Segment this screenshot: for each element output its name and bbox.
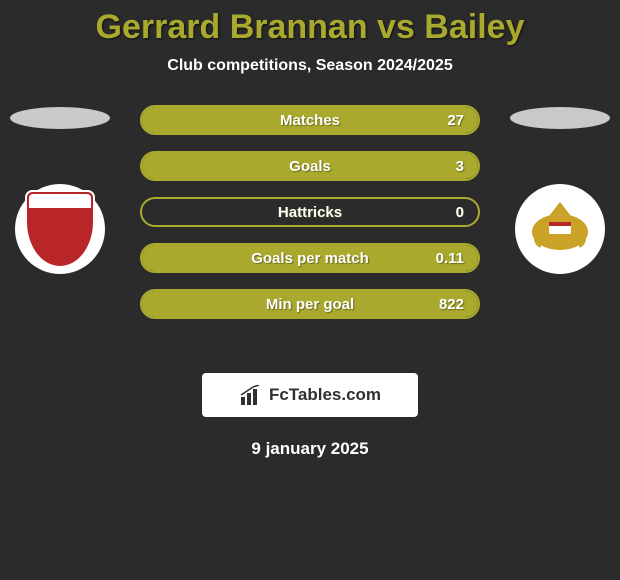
stat-label: Matches	[280, 112, 340, 129]
bar-chart-icon	[239, 385, 263, 405]
date-label: 9 january 2025	[0, 439, 620, 459]
stat-label: Goals	[289, 158, 331, 175]
club-badge-right	[515, 184, 605, 274]
player-left-silhouette	[10, 107, 110, 129]
stats-bars: Matches 27 Goals 3 Hattricks 0 Goals per match…	[140, 105, 480, 335]
fctables-logo: FcTables.com	[202, 373, 418, 417]
stat-row: Matches 27	[140, 105, 480, 135]
page-title: Gerrard Brannan vs Bailey	[0, 0, 620, 47]
stat-value-right: 0	[456, 204, 464, 221]
stat-row: Min per goal 822	[140, 289, 480, 319]
stat-label: Min per goal	[266, 296, 354, 313]
stat-row: Hattricks 0	[140, 197, 480, 227]
player-left-column	[0, 105, 120, 274]
stat-value-right: 3	[456, 158, 464, 175]
stat-value-right: 0.11	[436, 250, 464, 267]
stat-row: Goals 3	[140, 151, 480, 181]
stat-label: Hattricks	[278, 204, 342, 221]
logo-text: FcTables.com	[269, 385, 381, 405]
stat-value-right: 822	[439, 296, 464, 313]
player-right-column	[500, 105, 620, 274]
morecambe-crest-icon	[25, 190, 95, 268]
player-right-silhouette	[510, 107, 610, 129]
club-badge-left	[15, 184, 105, 274]
doncaster-crest-icon	[523, 192, 597, 266]
subtitle: Club competitions, Season 2024/2025	[0, 57, 620, 75]
stat-label: Goals per match	[251, 250, 369, 267]
stat-row: Goals per match 0.11	[140, 243, 480, 273]
comparison-area: Matches 27 Goals 3 Hattricks 0 Goals per match…	[0, 105, 620, 355]
stat-value-right: 27	[447, 112, 464, 129]
